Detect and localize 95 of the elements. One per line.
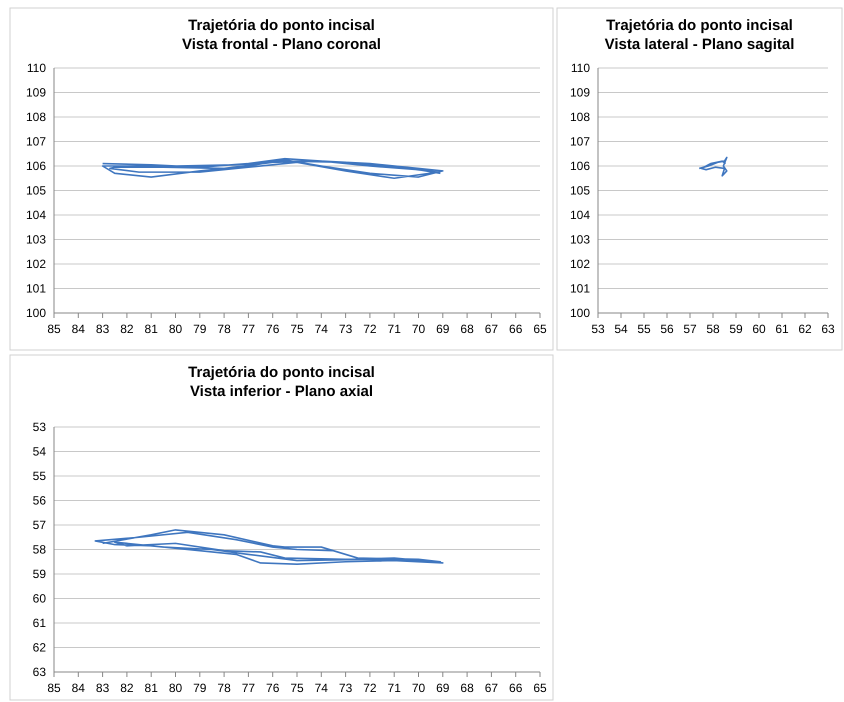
y-tick-label: 102 [570,257,590,271]
x-tick-label: 66 [509,681,523,695]
y-tick-label: 56 [32,494,46,508]
x-tick-label: 79 [193,681,207,695]
line-series [698,156,728,177]
y-tick-label: 57 [32,518,46,532]
x-tick-label: 65 [533,681,547,695]
x-tick-label: 59 [729,322,743,336]
y-tick-label: 103 [570,232,590,246]
y-tick-label: 100 [570,306,590,320]
x-tick-label: 81 [144,322,158,336]
y-tick-label: 101 [26,282,46,296]
x-tick-label: 67 [484,681,498,695]
x-tick-label: 61 [775,322,789,336]
x-tick-label: 84 [72,322,86,336]
y-tick-label: 105 [570,184,590,198]
x-tick-label: 69 [436,681,450,695]
x-tick-label: 83 [96,322,110,336]
y-tick-label: 106 [26,159,46,173]
x-tick-label: 82 [120,322,134,336]
y-tick-label: 59 [32,567,46,581]
y-tick-label: 54 [32,444,46,458]
x-tick-label: 72 [363,322,377,336]
x-tick-label: 83 [96,681,110,695]
x-tick-label: 66 [509,322,523,336]
y-tick-label: 55 [32,469,46,483]
x-tick-label: 78 [217,681,232,695]
x-tick-label: 81 [144,681,158,695]
x-tick-label: 80 [168,681,182,695]
y-tick-label: 60 [32,592,46,606]
x-tick-label: 74 [314,322,328,336]
x-tick-label: 69 [436,322,450,336]
x-tick-label: 65 [533,322,547,336]
chart-title: Trajetória do ponto incisal [606,17,793,34]
x-tick-label: 71 [388,681,402,695]
x-tick-label: 54 [614,322,628,336]
line-series [94,529,444,565]
x-tick-label: 77 [242,681,256,695]
y-tick-label: 110 [570,61,590,75]
y-tick-label: 105 [26,184,46,198]
x-tick-label: 76 [266,322,280,336]
y-tick-label: 104 [570,208,590,222]
x-tick-label: 56 [660,322,674,336]
x-tick-label: 71 [388,322,402,336]
y-tick-label: 107 [26,134,46,148]
x-tick-label: 79 [193,322,207,336]
x-tick-label: 73 [338,322,353,336]
x-tick-label: 57 [683,322,697,336]
x-tick-label: 63 [821,322,835,336]
x-tick-label: 60 [752,322,766,336]
x-tick-label: 77 [242,322,256,336]
x-tick-label: 70 [412,681,426,695]
x-tick-label: 53 [591,322,605,336]
x-tick-label: 58 [706,322,720,336]
y-tick-label: 107 [570,134,590,148]
y-tick-label: 104 [26,208,46,222]
y-tick-label: 63 [32,665,46,679]
x-tick-label: 55 [637,322,651,336]
chart-subtitle: Vista lateral - Plano sagital [604,36,794,53]
x-tick-label: 80 [168,322,182,336]
x-tick-label: 85 [47,681,61,695]
x-tick-label: 62 [798,322,812,336]
y-tick-label: 106 [570,159,590,173]
chart-title: Trajetória do ponto incisal [188,17,375,34]
x-tick-label: 68 [460,322,474,336]
y-tick-label: 53 [32,420,46,434]
y-tick-label: 100 [26,306,46,320]
x-tick-label: 76 [266,681,280,695]
y-tick-label: 58 [32,542,46,556]
x-tick-label: 78 [217,322,232,336]
y-tick-label: 102 [26,257,46,271]
x-tick-label: 70 [412,322,426,336]
x-tick-label: 85 [47,322,61,336]
chart-title: Trajetória do ponto incisal [188,364,375,381]
x-tick-label: 75 [290,322,304,336]
x-tick-label: 72 [363,681,377,695]
x-tick-label: 67 [484,322,498,336]
x-tick-label: 74 [314,681,328,695]
y-tick-label: 61 [32,616,46,630]
x-tick-label: 73 [338,681,353,695]
line-series [102,158,444,180]
chart-subtitle: Vista inferior - Plano axial [190,383,374,400]
x-tick-label: 68 [460,681,474,695]
y-tick-label: 109 [570,86,590,100]
y-tick-label: 108 [26,110,46,124]
y-tick-label: 110 [26,61,46,75]
y-tick-label: 62 [32,640,46,654]
x-tick-label: 75 [290,681,304,695]
y-tick-label: 109 [26,86,46,100]
x-tick-label: 82 [120,681,134,695]
x-tick-label: 84 [72,681,86,695]
y-tick-label: 103 [26,232,46,246]
chart-subtitle: Vista frontal - Plano coronal [182,36,381,53]
y-tick-label: 108 [570,110,590,124]
y-tick-label: 101 [570,282,590,296]
